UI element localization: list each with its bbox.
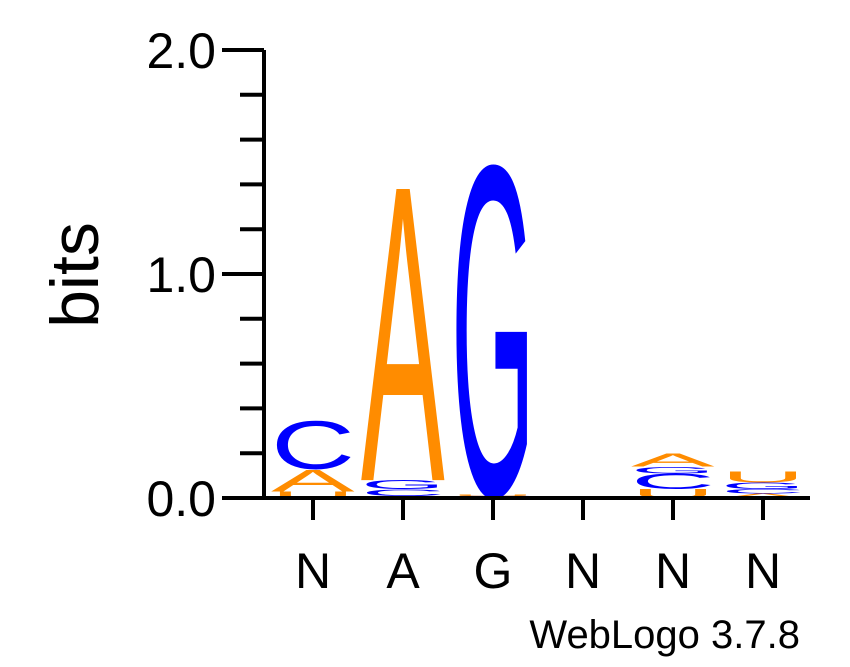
- logo-letter-C: C: [271, 408, 355, 484]
- svg-text:A: A: [631, 450, 715, 471]
- footer-version-label: WebLogo 3.7.8: [529, 613, 800, 657]
- y-tick-label: 2.0: [146, 23, 216, 79]
- x-position-label: N: [565, 543, 601, 599]
- y-axis-title: bits: [37, 222, 113, 328]
- y-axis: 0.0 1.0 2.0: [146, 23, 264, 527]
- logo-letter-A: A: [631, 450, 715, 471]
- svg-text:U: U: [721, 468, 805, 485]
- x-position-label: G: [474, 543, 513, 599]
- x-position-label: N: [745, 543, 781, 599]
- x-position-label: N: [295, 543, 331, 599]
- letter-stacks: UACUCGAACUGUCGAACGU: [271, 67, 806, 595]
- y-tick-label: 0.0: [146, 471, 216, 527]
- logo-letter-U: U: [721, 468, 805, 485]
- x-position-label: A: [386, 543, 420, 599]
- y-tick-label: 1.0: [146, 247, 216, 303]
- svg-text:C: C: [271, 408, 355, 484]
- x-position-label: N: [655, 543, 691, 599]
